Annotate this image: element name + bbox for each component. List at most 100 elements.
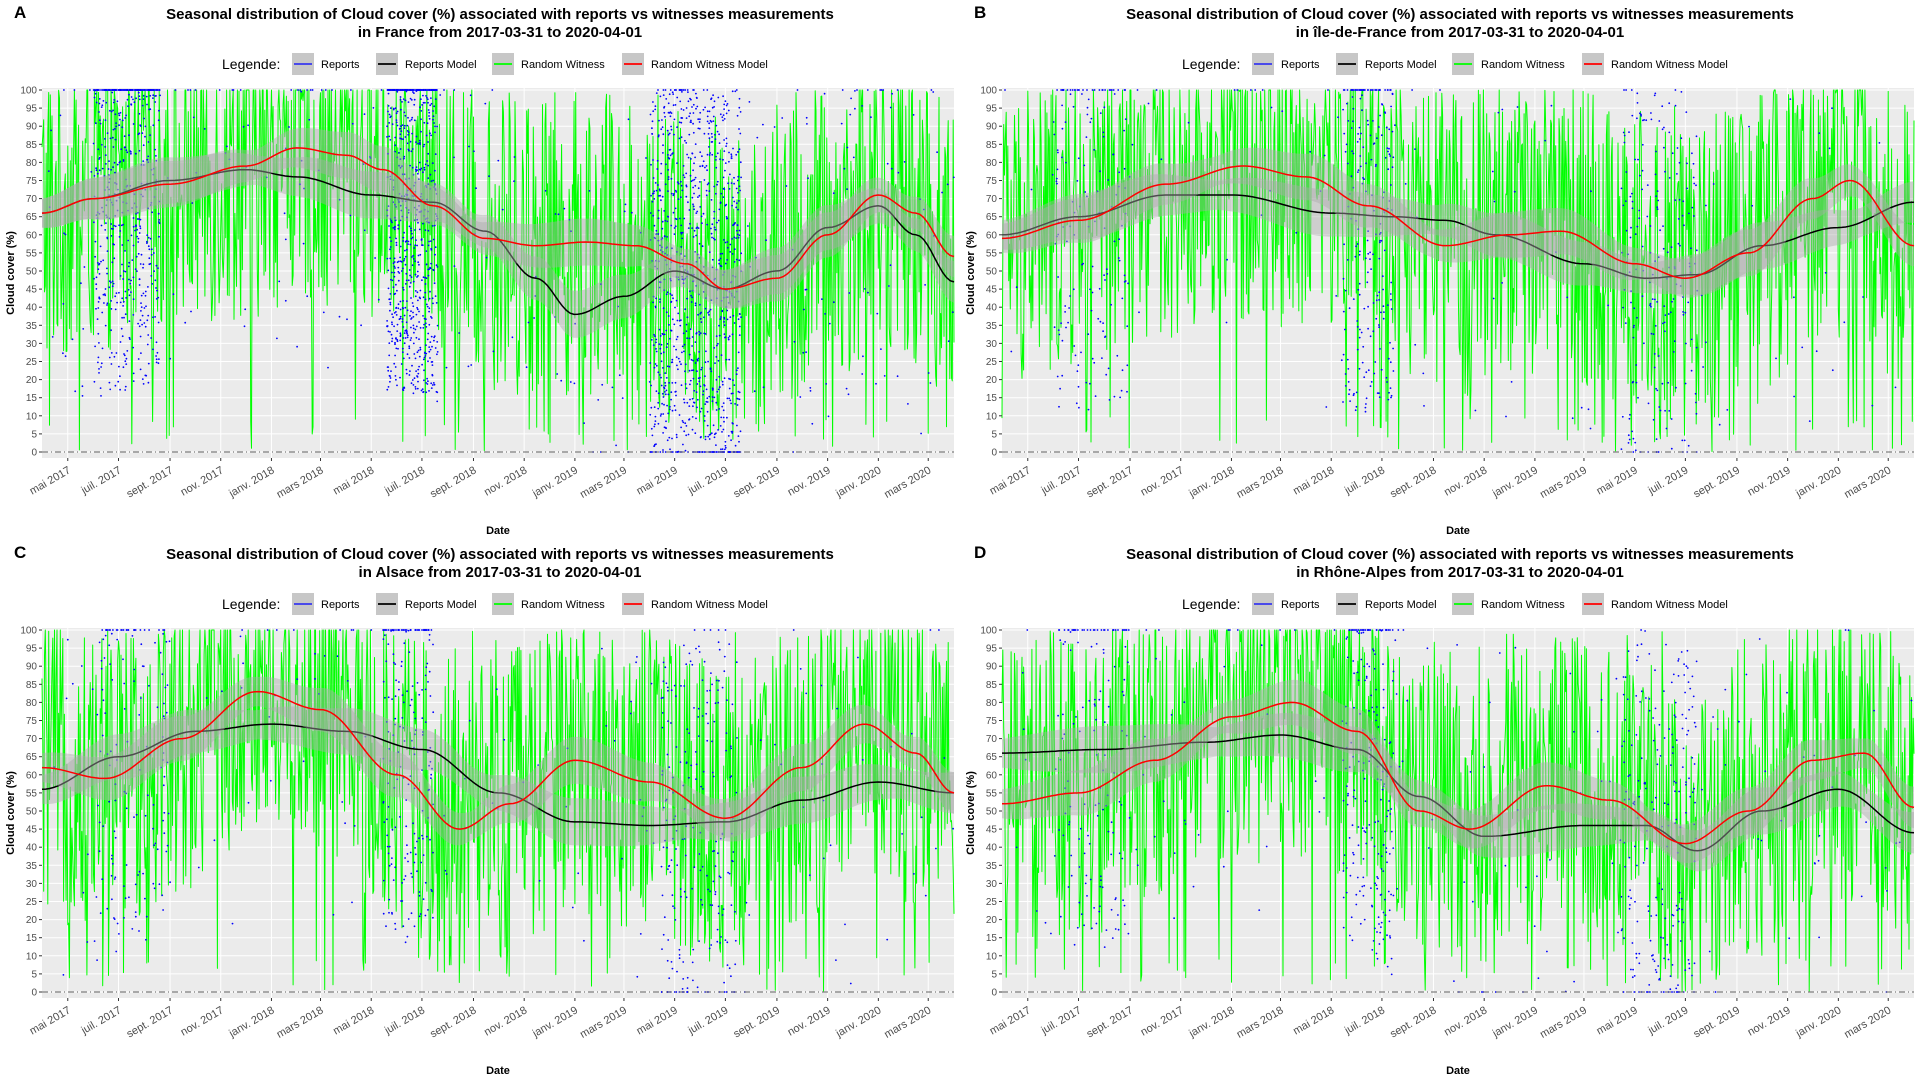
report-point xyxy=(411,233,413,235)
report-point xyxy=(410,629,412,631)
report-point xyxy=(1349,400,1351,402)
report-point xyxy=(1715,991,1717,993)
report-point xyxy=(717,702,719,704)
report-point xyxy=(130,153,132,155)
report-point xyxy=(1327,89,1329,91)
report-point xyxy=(423,359,425,361)
report-point xyxy=(82,395,84,397)
report-point xyxy=(658,217,660,219)
report-point xyxy=(425,164,427,166)
report-point xyxy=(703,390,705,392)
report-point xyxy=(667,754,669,756)
y-tick-label: 100 xyxy=(20,86,37,97)
report-point xyxy=(1652,717,1654,719)
report-point xyxy=(668,977,670,979)
report-point xyxy=(1624,135,1626,137)
y-tick-label: 65 xyxy=(26,752,38,763)
report-point xyxy=(1361,332,1363,334)
report-point xyxy=(1414,148,1416,150)
report-point xyxy=(406,300,408,302)
report-point xyxy=(723,321,725,323)
report-point xyxy=(699,181,701,183)
report-point xyxy=(427,102,429,104)
report-point xyxy=(405,875,407,877)
report-point xyxy=(425,326,427,328)
report-point xyxy=(411,912,413,914)
report-point xyxy=(688,405,690,407)
report-point xyxy=(394,718,396,720)
report-point xyxy=(841,123,843,125)
report-point xyxy=(391,863,393,865)
y-tick-label: 80 xyxy=(986,158,998,169)
report-point xyxy=(1343,133,1345,135)
report-point xyxy=(1237,629,1239,631)
report-point xyxy=(1345,290,1347,292)
report-point xyxy=(1638,210,1640,212)
report-point xyxy=(1638,953,1640,955)
report-point xyxy=(415,274,417,276)
report-point xyxy=(1111,821,1113,823)
report-point xyxy=(434,131,436,133)
report-point xyxy=(1105,336,1107,338)
report-point xyxy=(1227,810,1229,812)
report-point xyxy=(370,629,372,631)
report-point xyxy=(653,334,655,336)
report-point xyxy=(704,107,706,109)
report-point xyxy=(699,451,701,453)
report-point xyxy=(432,364,434,366)
report-point xyxy=(1405,183,1407,185)
report-point xyxy=(396,330,398,332)
report-point xyxy=(1505,865,1507,867)
report-point xyxy=(671,129,673,131)
report-point xyxy=(720,417,722,419)
report-point xyxy=(139,325,141,327)
report-point xyxy=(729,335,731,337)
report-point xyxy=(383,681,385,683)
report-point xyxy=(709,152,711,154)
report-point xyxy=(112,285,114,287)
report-point xyxy=(1661,903,1663,905)
report-point xyxy=(145,126,147,128)
report-point xyxy=(1077,89,1079,91)
report-point xyxy=(683,332,685,334)
report-point xyxy=(712,120,714,122)
report-point xyxy=(132,99,134,101)
report-point xyxy=(651,683,653,685)
report-point xyxy=(398,152,400,154)
report-point xyxy=(672,410,674,412)
report-point xyxy=(437,351,439,353)
report-point xyxy=(675,919,677,921)
report-point xyxy=(411,150,413,152)
report-point xyxy=(433,122,435,124)
report-point xyxy=(97,362,99,364)
report-point xyxy=(717,131,719,133)
chart-panel-d: D Seasonal distribution of Cloud cover (… xyxy=(960,540,1920,1080)
report-point xyxy=(402,326,404,328)
report-point xyxy=(684,422,686,424)
report-point xyxy=(404,258,406,260)
report-point xyxy=(737,367,739,369)
report-point xyxy=(824,313,826,315)
report-point xyxy=(687,977,689,979)
report-point xyxy=(1078,157,1080,159)
report-point xyxy=(653,198,655,200)
report-point xyxy=(570,381,572,383)
report-point xyxy=(1085,382,1087,384)
report-point xyxy=(413,384,415,386)
report-point xyxy=(419,347,421,349)
report-point xyxy=(733,851,735,853)
report-point xyxy=(391,857,393,859)
report-point xyxy=(685,184,687,186)
report-point xyxy=(446,367,448,369)
legend-item: Reports xyxy=(1252,53,1320,75)
report-point xyxy=(426,264,428,266)
report-point xyxy=(411,382,413,384)
report-point xyxy=(107,250,109,252)
report-point xyxy=(722,159,724,161)
report-point xyxy=(1621,928,1623,930)
report-point xyxy=(1057,276,1059,278)
report-point xyxy=(423,898,425,900)
report-point xyxy=(1354,89,1356,91)
report-point xyxy=(680,232,682,234)
x-tick-label: nov. 2019 xyxy=(786,464,833,498)
